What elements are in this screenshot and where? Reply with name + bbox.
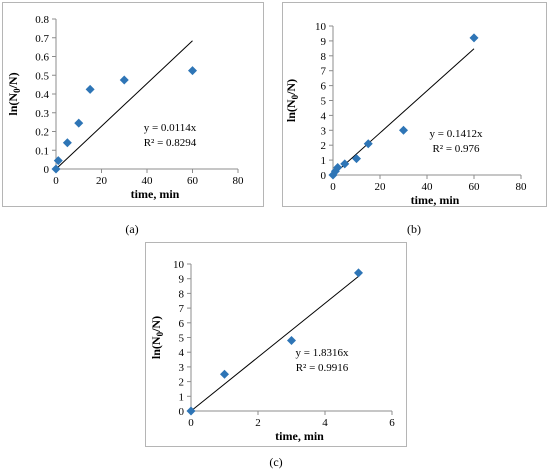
x-tick-label: 40	[422, 181, 434, 193]
data-point	[188, 66, 197, 76]
data-point	[51, 164, 61, 174]
y-axis-label-main: ln(N	[284, 99, 298, 122]
y-tick-label: 8	[321, 51, 327, 63]
y-axis-label-subscript: 0	[290, 94, 300, 99]
data-point	[469, 33, 479, 43]
x-tick-label: 6	[389, 417, 395, 429]
chart-panel-c: 0 2 4 6 0 1 2 3 4 5 6 7 8 9 10 time, min ln(N0/N) y = 1.8…	[145, 242, 407, 447]
chart-panel-b: 0 20 40 60 80 0 1 2 3 4 5 6 7 8 9 10 time, min ln(N0/N) y …	[282, 2, 547, 207]
x-tick-label: 60	[469, 181, 481, 193]
y-tick-label: 5	[179, 333, 185, 345]
data-point	[74, 118, 84, 128]
x-tick-label: 0	[330, 181, 336, 193]
data-point	[340, 159, 350, 169]
caption-c: (c)	[269, 455, 283, 469]
y-tick-label: 1	[179, 391, 185, 403]
y-tick-label: 0.6	[35, 52, 49, 64]
caption-a: (a)	[125, 222, 139, 236]
trendline	[332, 48, 475, 176]
x-tick-label: 80	[233, 175, 245, 187]
caption-b: (b)	[407, 222, 421, 236]
y-tick-label: 9	[321, 36, 327, 48]
y-tick-label: 1	[321, 155, 327, 167]
y-tick-label: 6	[321, 81, 327, 93]
data-point	[53, 156, 63, 166]
y-tick-label: 4	[321, 110, 327, 122]
data-point	[352, 154, 361, 164]
data-point	[363, 139, 373, 149]
data-point	[186, 406, 196, 416]
y-tick-label: 8	[179, 288, 185, 300]
r-squared-label: R² = 0.9916	[296, 362, 349, 374]
x-axis-label: time, min	[411, 193, 460, 207]
y-tick-label: 0.4	[35, 89, 49, 101]
y-axis-label: ln(N0/N)	[149, 316, 165, 359]
y-tick-label: 9	[179, 274, 185, 286]
r-squared-label: R² = 0.976	[432, 143, 480, 155]
data-point	[85, 84, 95, 94]
y-tick-label: 0	[44, 164, 50, 176]
y-tick-label: 0	[179, 406, 185, 418]
x-tick-label: 80	[516, 181, 528, 193]
x-tick-label: 20	[96, 175, 108, 187]
x-tick-label: 40	[142, 175, 154, 187]
y-tick-label: 0.7	[35, 33, 49, 45]
chart-panel-a: 0 20 40 60 80 0 0.1 0.2 0.3 0.4 0.5 0.6 0.7 0.8 time, …	[2, 2, 264, 207]
data-point	[287, 335, 296, 345]
data-point	[62, 138, 72, 148]
x-tick-label: 0	[188, 417, 194, 429]
data-point	[330, 166, 340, 176]
y-tick-label: 10	[173, 259, 185, 271]
data-point	[220, 369, 229, 379]
trendline-equation: y = 1.8316x	[296, 347, 349, 359]
y-tick-label: 7	[321, 66, 327, 78]
x-tick-label: 0	[53, 175, 59, 187]
y-axis-label-main: ln(N	[149, 336, 163, 359]
y-axis-label-end: /N)	[6, 72, 20, 89]
data-point	[399, 125, 408, 135]
x-tick-label: 60	[187, 175, 199, 187]
y-axis-label-end: /N)	[284, 79, 298, 96]
y-tick-label: 0	[321, 170, 327, 182]
y-tick-label: 0.3	[35, 108, 49, 120]
trendline	[190, 275, 359, 412]
x-tick-label: 2	[255, 417, 261, 429]
y-tick-label: 5	[321, 96, 327, 108]
y-axis-label: ln(N0/N)	[284, 79, 300, 122]
chart-a-svg: 0 20 40 60 80 0 0.1 0.2 0.3 0.4 0.5 0.6 0.7 0.8 time, …	[6, 14, 245, 201]
x-axis-label: time, min	[275, 429, 324, 443]
y-tick-label: 2	[321, 140, 327, 152]
y-tick-label: 0.8	[35, 14, 49, 26]
y-tick-label: 3	[321, 125, 327, 137]
data-point	[119, 75, 129, 85]
y-tick-label: 3	[179, 362, 185, 374]
y-tick-label: 0.5	[35, 70, 49, 82]
y-axis-label-subscript: 0	[12, 88, 22, 93]
y-axis-label: ln(N0/N)	[6, 72, 22, 115]
data-point	[354, 268, 363, 278]
y-tick-label: 4	[179, 347, 185, 359]
y-tick-label: 7	[179, 303, 185, 315]
y-tick-label: 0.2	[35, 127, 49, 139]
r-squared-label: R² = 0.8294	[144, 137, 197, 149]
y-tick-label: 10	[315, 21, 327, 33]
x-tick-label: 4	[322, 417, 328, 429]
y-tick-label: 6	[179, 318, 185, 330]
y-tick-label: 0.1	[35, 145, 49, 157]
trendline	[55, 40, 193, 170]
y-axis-label-end: /N)	[149, 316, 163, 333]
y-axis-label-main: ln(N	[6, 93, 20, 116]
trendline-equation: y = 0.1412x	[430, 128, 483, 140]
trendline-equation: y = 0.0114x	[144, 122, 197, 134]
y-tick-label: 2	[179, 377, 185, 389]
x-tick-label: 20	[375, 181, 387, 193]
y-axis-label-subscript: 0	[155, 331, 165, 336]
data-point	[333, 163, 343, 173]
x-axis-label: time, min	[131, 187, 180, 201]
